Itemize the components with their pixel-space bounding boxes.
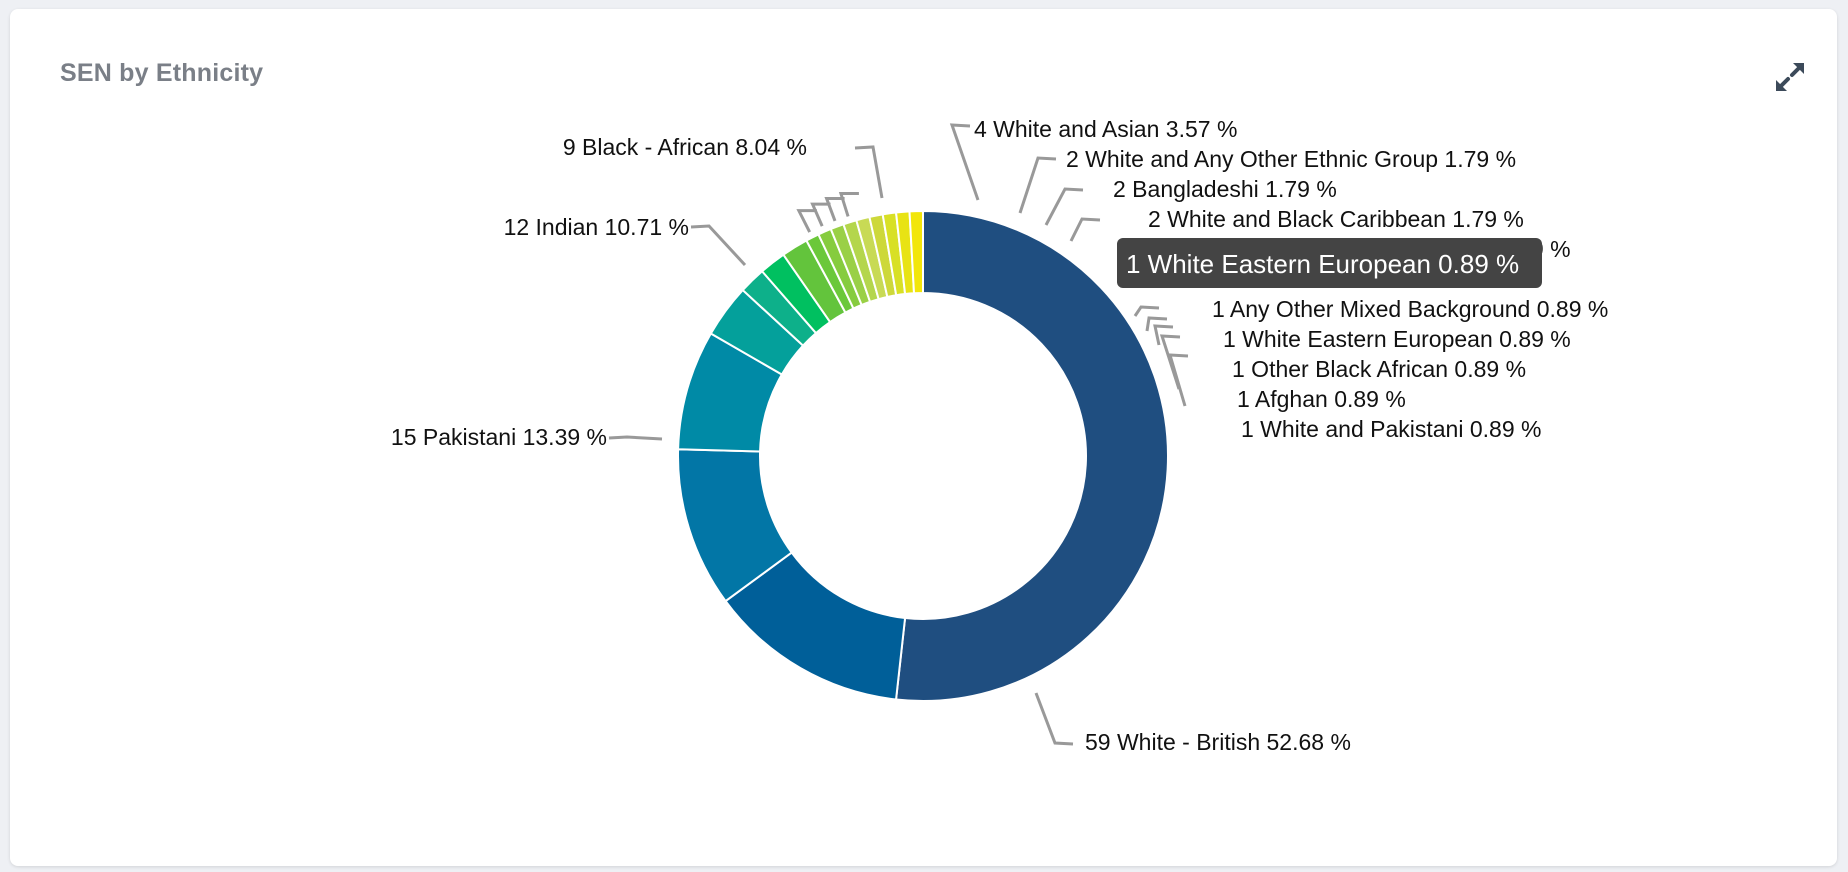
slice-label: 4 White and Asian 3.57 % xyxy=(974,116,1237,142)
leader-line xyxy=(854,145,884,199)
slice-label: 2 Bangladeshi 1.79 % xyxy=(1113,176,1337,202)
leader-line xyxy=(1167,353,1189,407)
tooltip-box xyxy=(1117,238,1542,288)
leader-line xyxy=(1069,217,1101,242)
slice-label: 1 White Eastern European 0.89 % xyxy=(1223,326,1571,352)
chart-title: SEN by Ethnicity xyxy=(60,59,264,87)
slice-label: 12 Indian 10.71 % xyxy=(504,214,689,240)
slice-label: 1 Any Other Mixed Background 0.89 % xyxy=(1212,296,1608,322)
tooltip-text: 1 White Eastern European 0.89 % xyxy=(1126,249,1519,279)
slice-label: 1 Other Black African 0.89 % xyxy=(1232,356,1526,382)
slice-label: 1 White and Pakistani 0.89 % xyxy=(1241,416,1541,442)
leader-line xyxy=(838,192,859,217)
expand-arrows-glyph xyxy=(1776,63,1804,91)
leader-line xyxy=(796,209,817,233)
donut-slices xyxy=(677,209,1169,702)
leader-line xyxy=(1153,324,1174,346)
leader-line xyxy=(1133,305,1160,317)
leader-line xyxy=(1034,692,1074,746)
slice-label: 2 White and Any Other Ethnic Group 1.79 … xyxy=(1066,146,1516,172)
leader-line xyxy=(824,196,845,222)
donut-slice[interactable] xyxy=(908,209,924,295)
slice-labels: 59 White - British 52.68 % 15 Pakistani 1… xyxy=(391,116,1608,755)
leader-lines xyxy=(608,123,1189,746)
leader-line xyxy=(949,123,980,201)
slice-label: 59 White - British 52.68 % xyxy=(1085,729,1351,755)
slice-label: 1 Afghan 0.89 % xyxy=(1237,386,1406,412)
expand-arrows-icon[interactable] xyxy=(1772,59,1808,95)
leader-line xyxy=(690,224,747,267)
leader-line xyxy=(1018,156,1057,214)
chart-card: SEN by Ethnicity xyxy=(10,9,1837,866)
leader-line xyxy=(810,202,831,227)
leader-line xyxy=(608,435,663,441)
slice-label: 2 White and Black Caribbean 1.79 % xyxy=(1148,206,1524,232)
tooltip: 1 White Eastern European 0.89 % xyxy=(1117,238,1542,288)
leader-line xyxy=(1044,187,1084,226)
slice-label: 9 Black - African 8.04 % xyxy=(563,134,807,160)
donut-slice[interactable] xyxy=(894,209,1169,702)
slice-label: 15 Pakistani 13.39 % xyxy=(391,424,607,450)
leader-line xyxy=(1145,316,1168,332)
